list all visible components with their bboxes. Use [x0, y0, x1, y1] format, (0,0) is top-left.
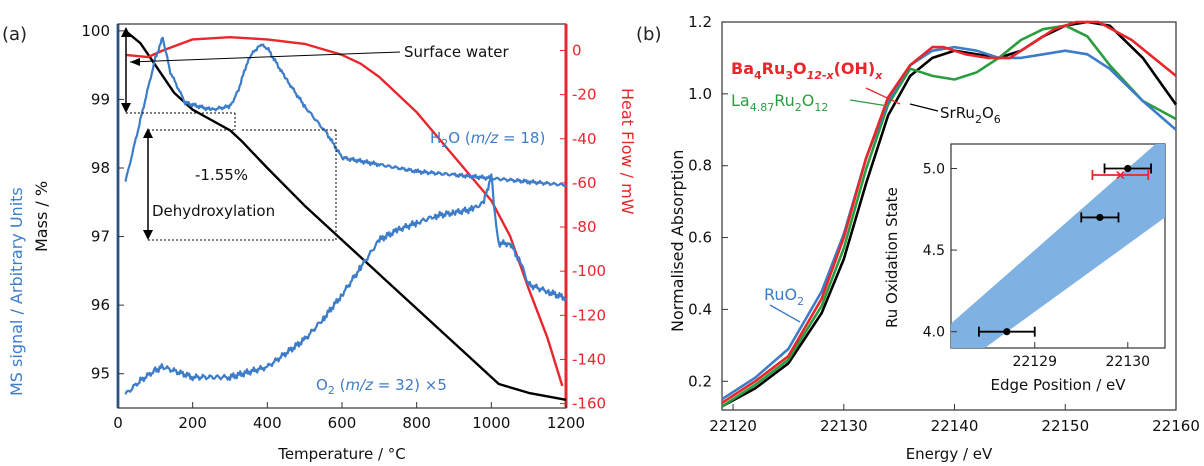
- a-x-tick-label: 200: [178, 414, 207, 432]
- a-heat-tick-label: 0: [572, 41, 582, 59]
- inset-y-tick-label: 4.5: [923, 243, 945, 259]
- dehydroxylation-label: Dehydroxylation: [152, 202, 275, 220]
- la-series-label: La4.87Ru2O12: [731, 91, 828, 114]
- panel-b-frame: [721, 21, 1177, 411]
- mass-line: [124, 29, 567, 401]
- a-heat-ticks: 0 -20 -40 -60 -80 -100 -120 -140 -160: [560, 41, 606, 413]
- b-y-tick-label: 0.4: [688, 300, 712, 318]
- a-x-ticks: 0 200 400 600 800 1000 1200: [113, 402, 585, 432]
- inset-y-tick-label: 4.0: [923, 325, 945, 341]
- a-x-tick-label: 800: [402, 414, 431, 432]
- b-y-tick-label: 0.6: [688, 229, 712, 247]
- b-y-tick-label: 0.2: [688, 372, 712, 390]
- a-x-tick-label: 0: [113, 414, 123, 432]
- la-line: [721, 24, 1177, 408]
- ms-axis-title: MS signal / Arbitrary Units: [7, 187, 26, 396]
- a-heat-tick-label: -100: [572, 262, 606, 280]
- inset-y-axis-title: Ru Oxidation State: [883, 187, 901, 328]
- inset-x-tick-label: 22129: [1012, 354, 1057, 370]
- b-y-ticks: 0.2 0.4 0.6 0.8 1.0 1.2: [688, 13, 728, 390]
- inset-chart: 22129 22130 4.0 4.5 5.0 Ru Oxidation State E…: [883, 143, 1166, 394]
- a-heat-tick-label: -60: [572, 174, 597, 192]
- b-x-tick-label: 22130: [820, 417, 868, 435]
- ruo2-line: [721, 45, 1177, 401]
- a-mass-tick-label: 95: [91, 365, 110, 383]
- inset-data-point: [978, 326, 1036, 337]
- ruo2-series-label: RuO2: [764, 285, 804, 308]
- inset-y-tick-label: 5.0: [923, 161, 945, 177]
- a-x-tick-label: 1000: [472, 414, 510, 432]
- inset-x-axis-title: Edge Position / eV: [991, 376, 1127, 394]
- inset-data-point: [1103, 163, 1152, 174]
- a-mass-tick-label: 99: [91, 90, 110, 108]
- a-x-axis-title: Temperature / °C: [277, 445, 406, 463]
- panel-a-label: (a): [2, 24, 27, 45]
- b-x-tick-label: 22160: [1152, 417, 1200, 435]
- o2-line: [124, 173, 567, 395]
- surface-water-pointer: [129, 51, 401, 63]
- b-x-tick-label: 22150: [1041, 417, 1089, 435]
- bracket2-arrow-bottom: [143, 230, 153, 240]
- a-series: [124, 29, 567, 401]
- a-heat-tick-label: -80: [572, 218, 597, 236]
- a-mass-tick-label: 96: [91, 296, 110, 314]
- b-y-tick-label: 1.0: [688, 85, 712, 103]
- b-x-axis-title: Energy / eV: [906, 445, 993, 463]
- inset-x-tick-label: 22130: [1106, 354, 1151, 370]
- surface-water-label: Surface water: [404, 43, 509, 61]
- o2-series-label: O2 (m/z = 32) ×5: [316, 376, 447, 397]
- sr-series-label: SrRu2O6: [940, 104, 1001, 126]
- surface-water-arrowhead: [130, 58, 140, 66]
- a-mass-tick-label: 100: [81, 22, 110, 40]
- panel-a: (a) 0 200 400 600 800 1000 1200 9596979899100 …: [2, 22, 637, 463]
- inset-content: 22129 22130 4.0 4.5 5.0: [923, 144, 1165, 370]
- bracket-arrow-bottom: [121, 103, 131, 113]
- a-mass-ticks: 95 96 97 98 99 100: [81, 22, 124, 383]
- a-heat-tick-label: -40: [572, 130, 597, 148]
- a-heat-tick-label: -120: [572, 306, 606, 324]
- a-x-tick-label: 600: [328, 414, 357, 432]
- b-y-axis-title: Normalised Absorption: [668, 150, 687, 332]
- ruo2-leader-line: [769, 304, 801, 323]
- b-x-ticks: 22120 22130 22140 22150 22160: [709, 404, 1200, 435]
- sr-leader-line: [909, 103, 939, 112]
- inset-band-group: [951, 144, 1165, 348]
- a-mass-tick-label: 98: [91, 159, 110, 177]
- a-heat-tick-label: -160: [572, 395, 606, 413]
- panel-b-label: (b): [636, 24, 661, 45]
- inset-data-point: [1080, 212, 1120, 223]
- b-series: [721, 20, 1178, 408]
- b-y-tick-label: 0.8: [688, 157, 712, 175]
- a-x-tick-label: 1200: [547, 414, 585, 432]
- ba-leader-line: [865, 87, 901, 105]
- a-heat-tick-label: -140: [572, 350, 606, 368]
- inset-data-point: [1091, 170, 1150, 181]
- fit-band: [951, 144, 1165, 348]
- percent-label: -1.55%: [195, 166, 248, 184]
- a-x-tick-label: 400: [253, 414, 282, 432]
- panel-b: (b) 22120 22130 22140 22150 22160 0.20.40.60…: [636, 13, 1200, 463]
- b-x-tick-label: 22120: [709, 417, 757, 435]
- a-mass-tick-label: 97: [91, 228, 110, 246]
- b-y-tick-label: 1.2: [688, 13, 712, 31]
- mass-axis-title: Mass / %: [32, 181, 51, 252]
- h2o-series-label: H2O (m/z = 18): [430, 129, 545, 150]
- heat-axis-title: Heat Flow / mW: [618, 88, 637, 215]
- bracket2-arrow-top: [143, 128, 153, 138]
- bracket-arrow-top: [121, 27, 131, 37]
- a-heat-tick-label: -20: [572, 86, 597, 104]
- b-x-tick-label: 22140: [931, 417, 979, 435]
- la-leader-line: [849, 99, 889, 107]
- ba-series-label: Ba4Ru3O12-x(OH)x: [731, 59, 883, 82]
- ba-line: [721, 20, 1177, 404]
